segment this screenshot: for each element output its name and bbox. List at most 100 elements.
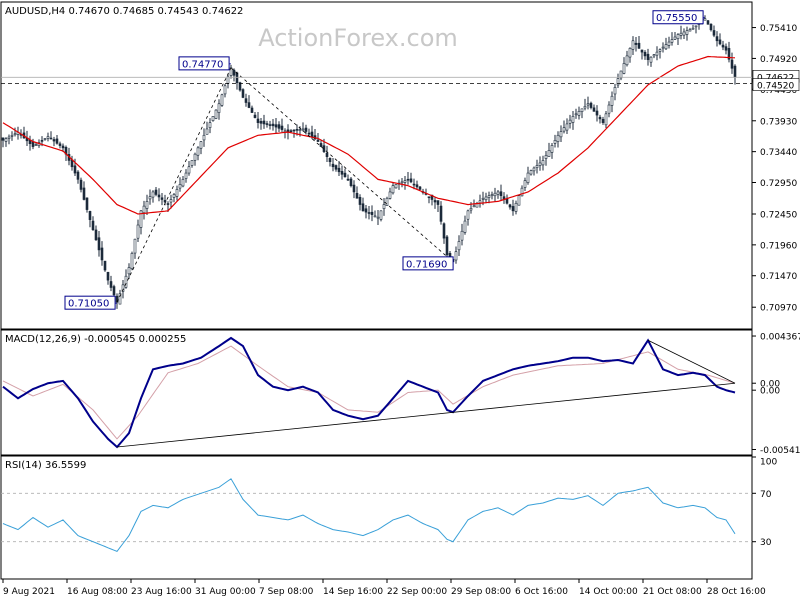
candle-body — [202, 134, 206, 141]
candle-body — [466, 210, 470, 220]
x-tick-label: 14 Sep 16:00 — [323, 587, 383, 597]
candle-body — [613, 87, 617, 95]
candle-body — [301, 128, 305, 131]
x-tick-label: 9 Aug 2021 — [3, 587, 55, 597]
candle-body — [184, 172, 188, 179]
candle-body — [583, 105, 587, 109]
price-y-tick-label: 0.74920 — [760, 55, 797, 65]
candle-body — [412, 183, 416, 186]
candle-body — [163, 200, 167, 203]
candle-body — [376, 216, 380, 219]
candle-body — [685, 30, 689, 35]
candle-body — [181, 179, 185, 187]
price-header: AUDUSD,H4 0.74670 0.74685 0.74543 0.7462… — [5, 6, 243, 17]
candle-body — [109, 281, 113, 288]
candle-body — [304, 127, 308, 132]
candle-body — [493, 192, 497, 197]
candle-body — [724, 46, 728, 51]
candle-body — [607, 104, 611, 114]
x-tick-label: 23 Aug 16:00 — [131, 587, 192, 597]
candle-body — [235, 72, 239, 83]
candle-body — [688, 29, 692, 32]
candle-body — [193, 153, 197, 161]
price-y-tick-label: 0.75410 — [760, 24, 797, 34]
candle-body — [625, 55, 629, 66]
candle-body — [238, 82, 242, 91]
candle-body — [325, 152, 329, 157]
candle-body — [646, 53, 650, 60]
price-trendline — [230, 67, 454, 263]
candle-body — [427, 196, 431, 199]
x-tick-label: 14 Oct 00:00 — [579, 587, 638, 597]
candle-body — [175, 189, 179, 197]
candle-body — [277, 124, 281, 129]
annotation-label-box — [652, 10, 704, 25]
macd-trendline — [647, 339, 736, 384]
candle-body — [157, 194, 161, 198]
candle-body — [664, 44, 668, 50]
candle-body — [100, 247, 104, 261]
rsi-y-tick-label: 30 — [760, 538, 772, 548]
candle-body — [565, 123, 569, 131]
candle-body — [715, 36, 719, 42]
candle-body — [217, 103, 221, 113]
candle-body — [112, 286, 116, 296]
candle-body — [418, 186, 422, 190]
candle-body — [367, 212, 371, 214]
rsi-y-tick-label: 70 — [760, 490, 772, 500]
candle-body — [274, 124, 278, 128]
candle-body — [298, 129, 302, 131]
candle-body — [250, 107, 254, 113]
candle-body — [529, 170, 533, 175]
x-tick-label: 7 Sep 08:00 — [259, 587, 314, 597]
candle-body — [172, 194, 176, 198]
candle-body — [535, 165, 539, 168]
candle-body — [58, 143, 62, 146]
candle-body — [610, 95, 614, 106]
candle-body — [442, 223, 446, 239]
price-y-tick-label: 0.71470 — [760, 272, 797, 282]
candle-body — [460, 230, 464, 241]
candle-body — [652, 54, 656, 57]
candle-body — [655, 51, 659, 56]
candle-body — [574, 113, 578, 116]
candle-body — [691, 27, 695, 30]
candle-body — [379, 210, 383, 220]
candle-body — [127, 267, 131, 275]
candle-body — [601, 118, 605, 123]
candle-body — [256, 118, 260, 123]
candle-body — [145, 201, 149, 209]
candle-body — [316, 139, 320, 142]
candle-body — [283, 130, 287, 133]
candle-body — [634, 42, 638, 45]
candle-body — [160, 197, 164, 200]
candle-body — [349, 178, 353, 186]
candle-body — [169, 199, 173, 203]
price-axis: 0.754100.749200.744300.739300.734400.729… — [752, 24, 800, 314]
rsi-y-tick-label: 100 — [760, 458, 777, 468]
candle-body — [106, 271, 110, 281]
candle-body — [211, 116, 215, 121]
candle-body — [712, 30, 716, 36]
candle-body — [121, 284, 125, 292]
candle-body — [91, 220, 95, 231]
price-candles — [1, 14, 737, 309]
candle-body — [13, 133, 17, 136]
rsi-header: RSI(14) 36.5599 — [5, 460, 86, 471]
candle-body — [628, 48, 632, 58]
price-y-tick-label: 0.72950 — [760, 179, 797, 189]
macd-line — [2, 336, 736, 449]
candle-body — [253, 114, 257, 118]
candle-body — [433, 200, 437, 203]
candle-body — [562, 127, 566, 132]
candle-body — [148, 196, 152, 200]
candle-body — [259, 121, 263, 124]
candle-body — [358, 196, 362, 205]
candle-body — [538, 162, 542, 166]
candle-body — [46, 136, 50, 139]
candle-body — [262, 120, 266, 125]
candle-body — [589, 102, 593, 108]
macd-trendline — [116, 382, 736, 448]
price-overlay: 0.71050 0.74770 0.71690 0.75550 — [1, 10, 752, 310]
candle-body — [139, 210, 143, 228]
